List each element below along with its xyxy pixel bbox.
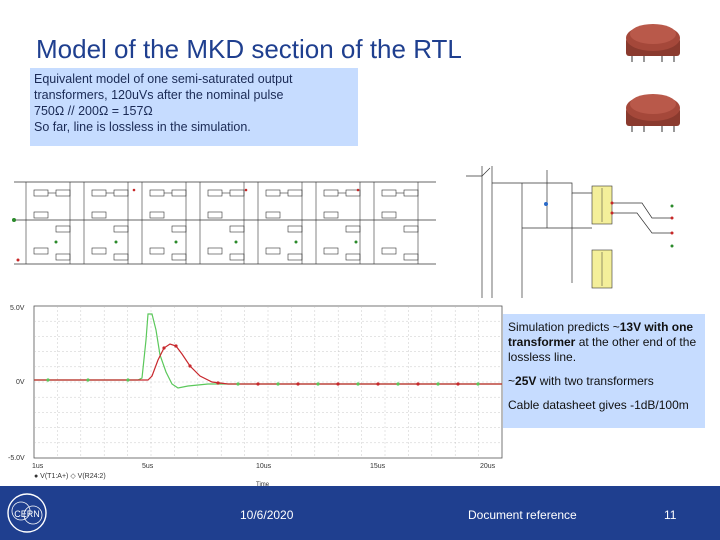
- x-axis-title: Time: [256, 482, 270, 488]
- x-label-5: 5us: [142, 463, 154, 470]
- cern-logo-icon: CERN: [7, 493, 47, 533]
- page-number: 11: [664, 508, 677, 522]
- y-label-top: 5.0V: [10, 305, 25, 312]
- slide-footer: CERN 10/6/2020 Document reference 11: [0, 486, 720, 540]
- callout-p1: Simulation predicts ~13V with one transf…: [508, 320, 697, 364]
- green-trace-markers: [46, 378, 480, 386]
- transformer-photo-2: [626, 94, 680, 132]
- rtl-schematic: [12, 181, 436, 265]
- red-trace-markers: [162, 344, 460, 386]
- callout-p2: ~25V with two transformers: [508, 374, 654, 388]
- note-line-4: So far, line is lossless in the simulati…: [34, 120, 251, 134]
- note-line-2: transformers, 120uVs after the nominal p…: [34, 88, 284, 102]
- svg-text:CERN: CERN: [14, 509, 40, 519]
- x-label-20: 20us: [480, 463, 496, 470]
- x-label-10: 10us: [256, 463, 272, 470]
- x-label-1: 1us: [32, 463, 44, 470]
- model-note-box: Equivalent model of one semi-saturated o…: [30, 68, 358, 146]
- plot-legend: ● V(T1:A+) ◇ V(R24:2): [34, 473, 106, 480]
- slide-title: Model of the MKD section of the RTL: [36, 34, 462, 64]
- simulation-plot: 5.0V 0V -5.0V 1us 5us 10us 15us 20us ● V…: [8, 305, 503, 488]
- simulation-callout: Simulation predicts ~13V with one transf…: [503, 314, 705, 428]
- footer-date: 10/6/2020: [240, 508, 294, 522]
- termination-schematic: [466, 166, 674, 298]
- note-line-1: Equivalent model of one semi-saturated o…: [34, 72, 293, 86]
- y-label-bottom: -5.0V: [8, 455, 25, 462]
- y-label-mid: 0V: [16, 379, 25, 386]
- transformer-photo-1: [626, 24, 680, 62]
- callout-p3: Cable datasheet gives -1dB/100m: [508, 398, 689, 412]
- footer-reference: Document reference: [468, 508, 577, 522]
- x-label-15: 15us: [370, 463, 386, 470]
- note-line-3: 750Ω // 200Ω = 157Ω: [34, 104, 153, 118]
